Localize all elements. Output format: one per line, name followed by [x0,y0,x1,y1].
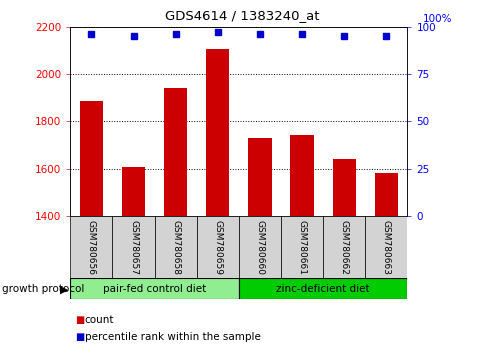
Bar [112,216,154,278]
Text: 100%: 100% [422,14,451,24]
Text: GSM780663: GSM780663 [381,220,390,275]
Bar [206,49,229,354]
Bar [80,101,103,354]
Text: GSM780659: GSM780659 [213,220,222,275]
Bar [364,216,407,278]
Bar [197,216,238,278]
Bar [374,173,397,354]
Text: GSM780660: GSM780660 [255,220,264,275]
Text: count: count [85,315,114,325]
Text: ■: ■ [75,315,84,325]
Text: GSM780662: GSM780662 [339,220,348,275]
Text: zinc-deficient diet: zinc-deficient diet [276,284,369,293]
Bar [154,216,197,278]
Bar [280,216,322,278]
Text: GSM780657: GSM780657 [129,220,138,275]
Text: percentile rank within the sample: percentile rank within the sample [85,332,260,342]
Text: GSM780661: GSM780661 [297,220,306,275]
Text: ▶: ▶ [60,284,69,294]
Text: growth protocol: growth protocol [2,284,85,294]
Text: GDS4614 / 1383240_at: GDS4614 / 1383240_at [165,9,319,22]
Text: ■: ■ [75,332,84,342]
Text: GSM780658: GSM780658 [171,220,180,275]
Text: pair-fed control diet: pair-fed control diet [103,284,206,293]
Text: GSM780656: GSM780656 [87,220,96,275]
Bar [238,278,407,299]
Bar [322,216,364,278]
Bar [238,216,280,278]
Bar [70,216,112,278]
Bar [290,136,313,354]
Bar [70,278,238,299]
Bar [164,88,187,354]
Bar [121,167,145,354]
Bar [248,138,271,354]
Bar [332,159,355,354]
